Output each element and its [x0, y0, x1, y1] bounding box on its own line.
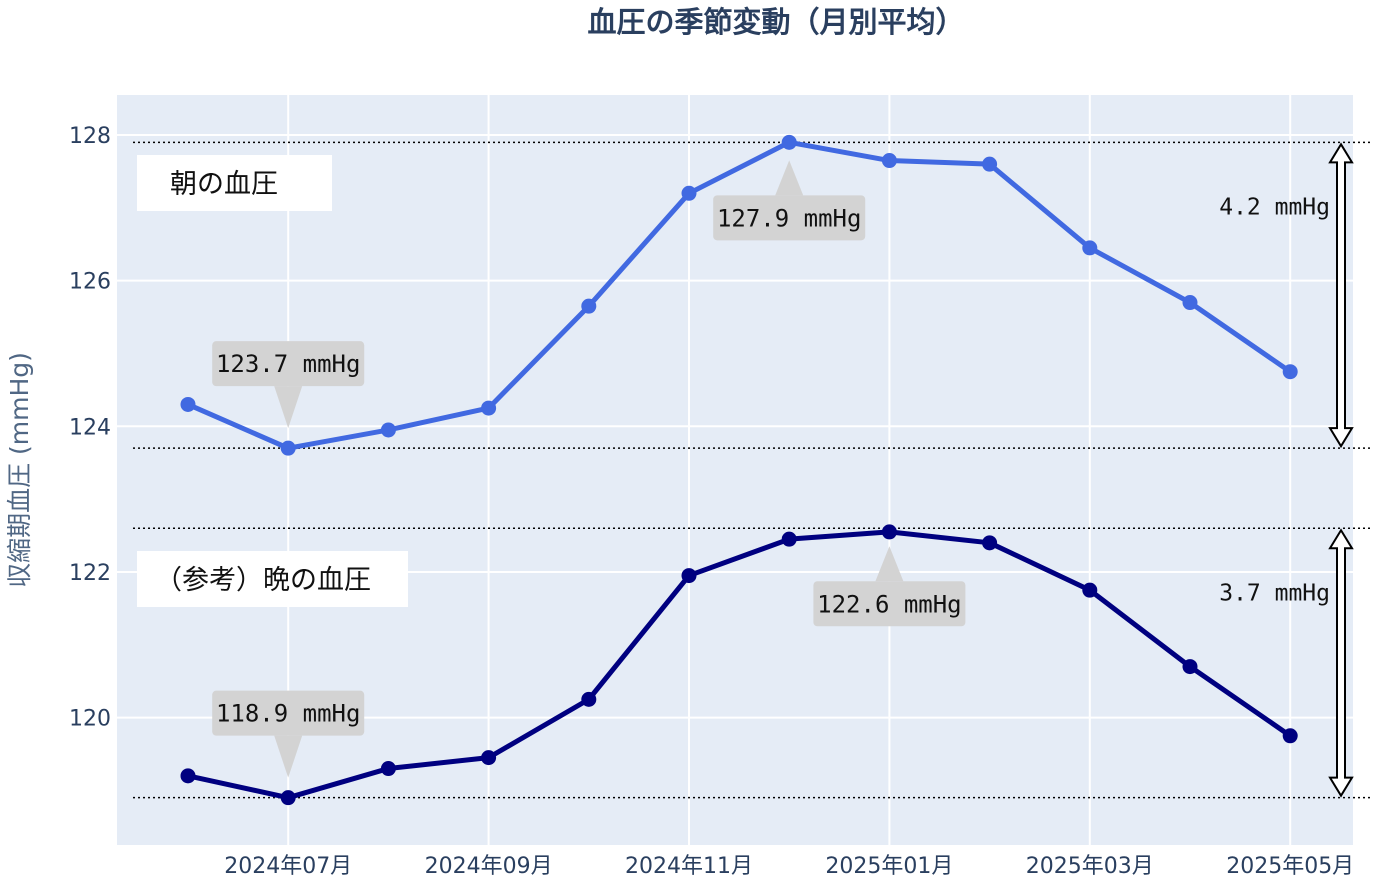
- data-point: [180, 768, 196, 784]
- data-point: [481, 400, 497, 416]
- data-point: [1282, 364, 1298, 380]
- data-point: [180, 396, 196, 412]
- chart-title: 血圧の季節変動（月別平均）: [587, 5, 964, 39]
- annotations: 123.7 mmHg 127.9 mmHg 118.9 mmHg 122.6 mmHg…: [137, 142, 1354, 798]
- callout-pointer: [875, 546, 904, 582]
- callout-label: 127.9 mmHg: [717, 204, 862, 232]
- x-tick-label: 2024年09月: [425, 854, 553, 879]
- y-tick-label: 128: [69, 124, 111, 149]
- x-tick-label: 2024年07月: [224, 854, 352, 879]
- y-axis-title: 収縮期血圧 (mmHg): [5, 352, 34, 588]
- callout-box: [212, 690, 365, 736]
- range-label: 4.2 mmHg: [1219, 194, 1330, 220]
- series-label-text: （参考）晩の血圧: [155, 565, 371, 596]
- data-point: [380, 422, 396, 438]
- data-point: [781, 134, 797, 150]
- series: [180, 134, 1298, 806]
- data-point: [982, 535, 998, 551]
- callout-label: 123.7 mmHg: [216, 350, 361, 378]
- data-point: [1182, 659, 1198, 675]
- series-label-text: 朝の血圧: [170, 169, 278, 200]
- range-indicator: 3.7 mmHg: [1219, 528, 1354, 798]
- grid: [117, 95, 1353, 845]
- data-point: [1182, 295, 1198, 311]
- range-indicator: 4.2 mmHg: [1219, 142, 1354, 449]
- axis-ticks: 120 122 124 126 128 2024年07月 2024年09月 2024年11月 2…: [69, 124, 1354, 879]
- callout-box: [212, 341, 365, 387]
- x-tick-label: 2025年03月: [1026, 854, 1154, 879]
- y-tick-label: 126: [69, 270, 111, 295]
- callout: 122.6 mmHg: [813, 546, 966, 627]
- data-point: [280, 440, 296, 456]
- callout-pointer: [775, 160, 804, 196]
- range-label: 3.7 mmHg: [1219, 580, 1330, 606]
- data-point: [581, 691, 597, 707]
- series-label-box: [137, 551, 408, 607]
- callout-pointer: [274, 735, 303, 778]
- series-label-box: [137, 155, 332, 211]
- y-tick-label: 124: [69, 415, 111, 440]
- data-point: [681, 568, 697, 584]
- callout: 123.7 mmHg: [212, 341, 365, 429]
- callout-box: [713, 195, 866, 241]
- y-tick-label: 120: [69, 707, 111, 732]
- series-label: （参考）晩の血圧: [137, 551, 408, 607]
- data-point: [781, 531, 797, 547]
- y-tick-label: 122: [69, 561, 111, 586]
- callout-label: 122.6 mmHg: [817, 590, 962, 618]
- callout: 127.9 mmHg: [713, 160, 866, 241]
- data-point: [982, 156, 998, 172]
- range-arrow: [1328, 528, 1354, 798]
- x-tick-label: 2025年05月: [1226, 854, 1354, 879]
- series-line: [187, 139, 1292, 451]
- data-point: [481, 750, 497, 766]
- data-point: [581, 298, 597, 314]
- x-tick-label: 2025年01月: [825, 854, 953, 879]
- data-point: [1282, 728, 1298, 744]
- callout-label: 118.9 mmHg: [216, 700, 361, 728]
- data-point: [380, 761, 396, 777]
- x-tick-label: 2024年11月: [625, 854, 753, 879]
- reference-lines: [133, 141, 1370, 799]
- series-line: [187, 529, 1292, 801]
- series-label: 朝の血圧: [137, 155, 332, 211]
- callout-box: [813, 581, 966, 627]
- data-point: [681, 185, 697, 201]
- data-point: [280, 790, 296, 806]
- data-point: [1082, 240, 1098, 256]
- range-arrow: [1328, 142, 1354, 449]
- data-point: [881, 153, 897, 169]
- callout: 118.9 mmHg: [212, 690, 365, 778]
- data-point: [1082, 582, 1098, 598]
- data-point: [881, 524, 897, 540]
- callout-pointer: [274, 386, 303, 429]
